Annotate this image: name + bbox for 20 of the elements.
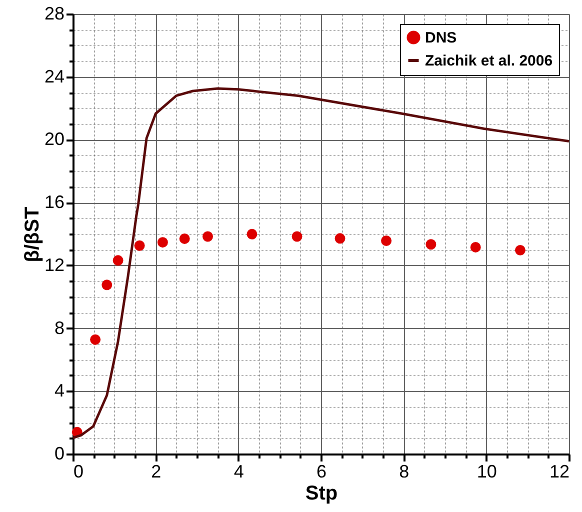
y-axis-title: β/βST [21, 206, 44, 262]
x-tick-label: 10 [476, 462, 497, 482]
x-tick-label: 2 [151, 462, 162, 482]
y-tick-label: 16 [44, 192, 64, 212]
y-tick-label: 24 [44, 66, 64, 86]
x-tick-label: 6 [316, 462, 327, 482]
x-axis-title: Stp [305, 482, 338, 504]
y-tick-label: 8 [54, 318, 64, 338]
x-tick-label: 0 [74, 462, 84, 482]
y-tick-label: 20 [44, 129, 64, 150]
y-tick-label: 4 [54, 380, 64, 401]
legend-label: DNS [425, 30, 457, 46]
x-tick-label: 4 [234, 462, 244, 482]
x-tick-label: 12 [549, 462, 570, 482]
y-tick-label: 28 [44, 4, 64, 24]
line-series [72, 87, 570, 440]
y-tick-label: 12 [44, 254, 64, 275]
x-tick-label: 8 [399, 462, 410, 482]
y-tick-label: 0 [54, 444, 64, 464]
legend-label: Zaichik et al. 2006 [425, 52, 553, 70]
